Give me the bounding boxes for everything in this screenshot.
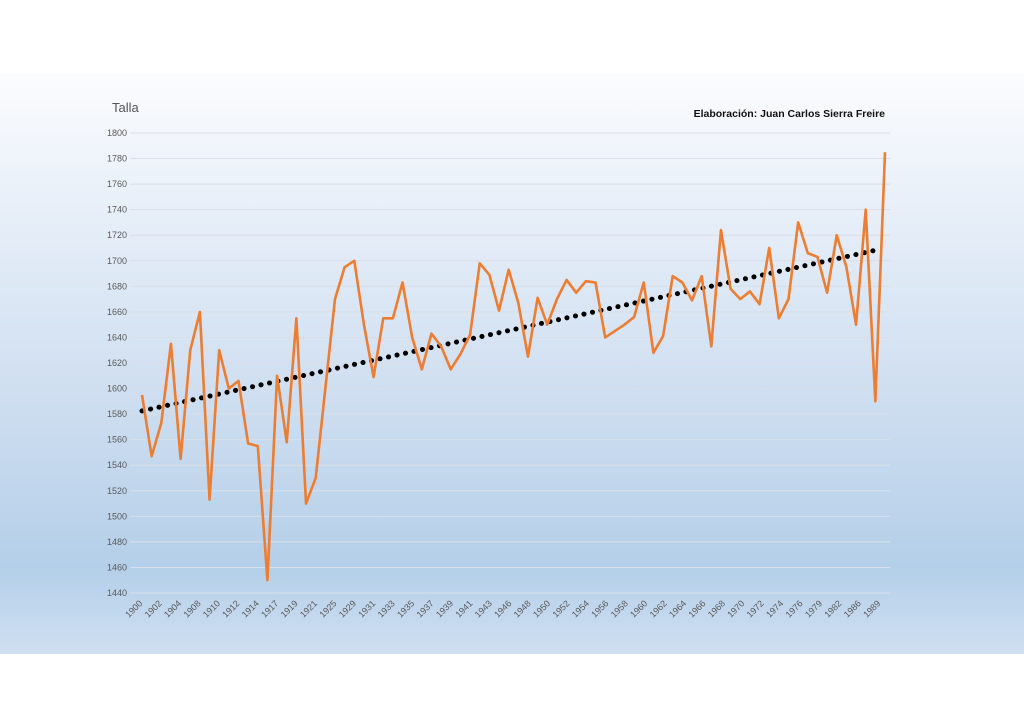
x-tick-label: 1979	[803, 598, 824, 619]
x-axis-ticks: 1900190219041908191019121914191719191921…	[123, 598, 882, 619]
x-tick-label: 1935	[395, 598, 416, 619]
x-tick-label: 1964	[667, 598, 688, 619]
y-tick-label: 1440	[107, 588, 127, 598]
x-tick-label: 1958	[609, 598, 630, 619]
x-tick-label: 1908	[181, 598, 202, 619]
x-tick-label: 1912	[220, 598, 241, 619]
y-tick-label: 1480	[107, 537, 127, 547]
y-tick-label: 1720	[107, 230, 127, 240]
x-tick-label: 1925	[317, 598, 338, 619]
x-tick-label: 1962	[648, 598, 669, 619]
x-tick-label: 1929	[337, 598, 358, 619]
chart-credit: Elaboración: Juan Carlos Sierra Freire	[694, 108, 886, 120]
y-axis-label: Talla	[112, 100, 140, 115]
y-tick-label: 1580	[107, 409, 127, 419]
y-tick-label: 1600	[107, 384, 127, 394]
x-tick-label: 1968	[706, 598, 727, 619]
x-tick-label: 1989	[861, 598, 882, 619]
y-tick-label: 1460	[107, 562, 127, 572]
y-tick-label: 1640	[107, 332, 127, 342]
series-layer	[139, 152, 887, 582]
y-tick-label: 1780	[107, 154, 127, 164]
gridlines	[130, 132, 890, 594]
y-tick-label: 1660	[107, 307, 127, 317]
y-tick-label: 1540	[107, 460, 127, 470]
chart-area: Talla Elaboración: Juan Carlos Sierra Fr…	[0, 74, 1024, 654]
y-tick-label: 1740	[107, 205, 127, 215]
x-tick-label: 1976	[783, 598, 804, 619]
line-chart: Talla Elaboración: Juan Carlos Sierra Fr…	[107, 100, 890, 620]
x-tick-label: 1960	[628, 598, 649, 619]
x-tick-label: 1943	[473, 598, 494, 619]
x-tick-label: 1939	[434, 598, 455, 619]
y-tick-label: 1620	[107, 358, 127, 368]
x-tick-label: 1948	[512, 598, 533, 619]
x-tick-label: 1956	[589, 598, 610, 619]
x-tick-label: 1931	[356, 598, 377, 619]
x-tick-label: 1986	[842, 598, 863, 619]
x-tick-label: 1902	[143, 598, 164, 619]
y-tick-label: 1500	[107, 511, 127, 521]
x-tick-label: 1919	[279, 598, 300, 619]
x-tick-label: 1982	[822, 598, 843, 619]
x-tick-label: 1914	[240, 598, 261, 619]
x-tick-label: 1970	[725, 598, 746, 619]
y-tick-label: 1800	[107, 128, 127, 138]
x-tick-label: 1966	[686, 598, 707, 619]
x-tick-label: 1910	[201, 598, 222, 619]
x-tick-label: 1917	[259, 598, 280, 619]
y-tick-label: 1520	[107, 486, 127, 496]
x-tick-label: 1904	[162, 598, 183, 619]
y-tick-label: 1680	[107, 281, 127, 291]
x-tick-label: 1946	[492, 598, 513, 619]
x-tick-label: 1972	[745, 598, 766, 619]
y-tick-label: 1760	[107, 179, 127, 189]
x-tick-label: 1900	[123, 598, 144, 619]
x-tick-label: 1933	[376, 598, 397, 619]
y-axis-ticks: 1440 1460 1480 1500 1520 1540 1560 1580 1600 1620…	[107, 128, 127, 598]
x-tick-label: 1954	[570, 598, 591, 619]
x-tick-label: 1921	[298, 598, 319, 619]
y-tick-label: 1560	[107, 435, 127, 445]
x-tick-label: 1974	[764, 598, 785, 619]
x-tick-label: 1941	[453, 598, 474, 619]
y-tick-label: 1700	[107, 256, 127, 266]
x-tick-label: 1950	[531, 598, 552, 619]
x-tick-label: 1937	[414, 598, 435, 619]
trend-line	[139, 247, 880, 414]
talla-series-line	[140, 152, 887, 582]
x-tick-label: 1952	[550, 598, 571, 619]
